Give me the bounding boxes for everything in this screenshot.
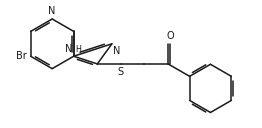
Text: H: H	[75, 45, 81, 54]
Text: N: N	[48, 6, 56, 16]
Text: Br: Br	[17, 51, 27, 61]
Text: N: N	[65, 44, 72, 54]
Text: N: N	[113, 46, 121, 56]
Text: S: S	[118, 67, 124, 77]
Text: O: O	[166, 31, 174, 41]
